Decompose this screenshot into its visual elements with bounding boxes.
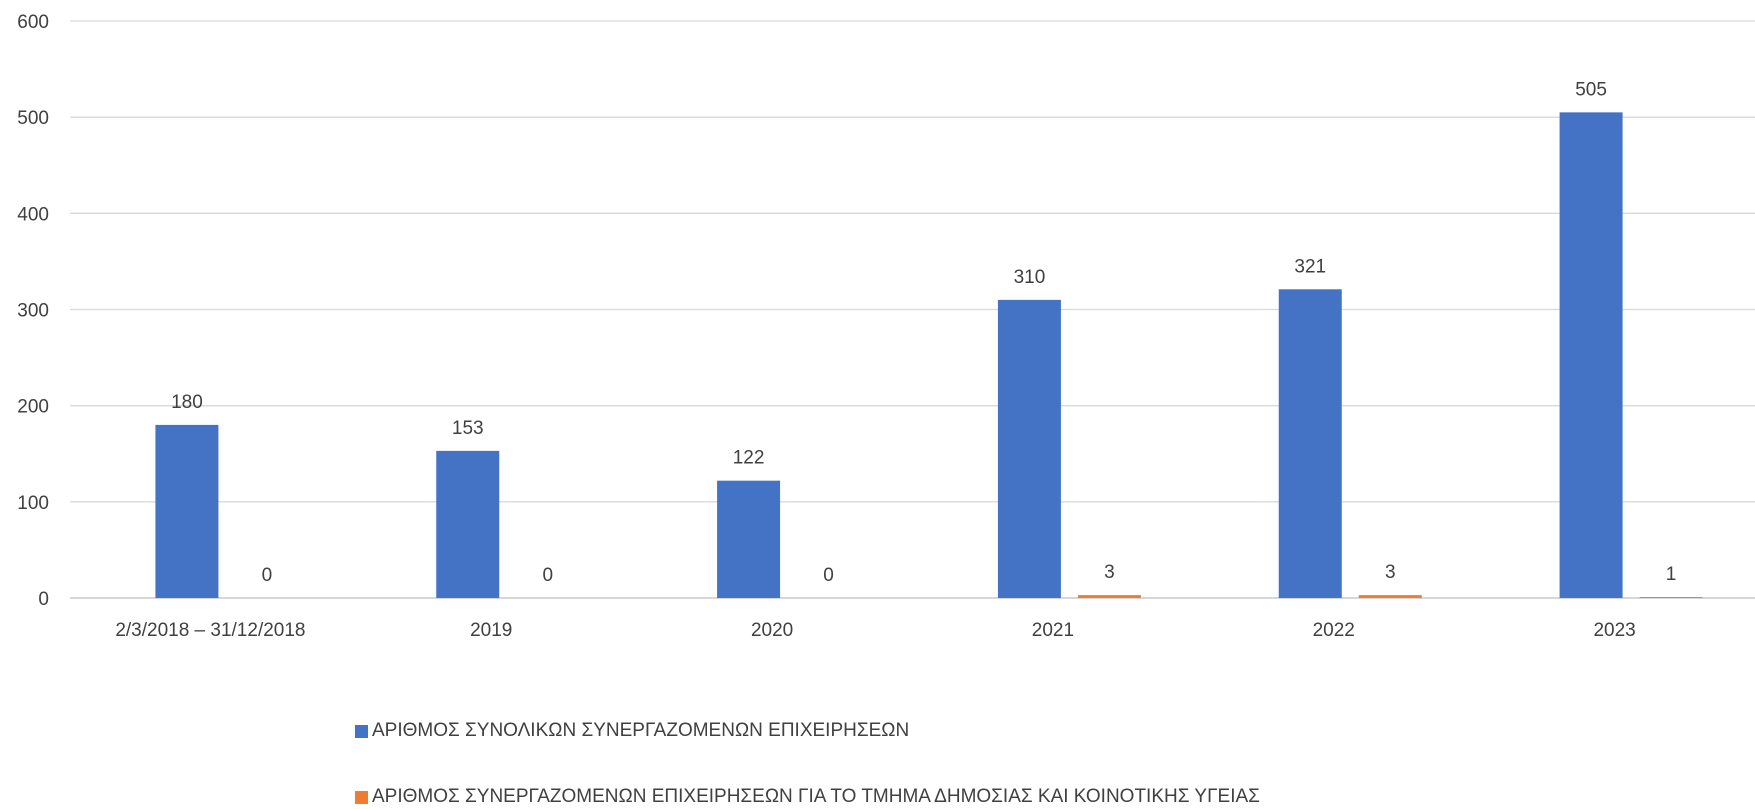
y-axis-ticks: 0 100 200 300 400 500 600 (17, 12, 49, 610)
x-tick-label: 2/3/2018 – 31/12/2018 (115, 620, 305, 641)
legend-item-total: ΑΡΙΘΜΟΣ ΣΥΝΟΛΙΚΩΝ ΣΥΝΕΡΓΑΖΟΜΕΝΩΝ ΕΠΙΧΕΙΡ… (355, 720, 909, 742)
bar-total (717, 480, 781, 598)
gridlines (70, 20, 1755, 599)
x-tick-label: 2020 (751, 620, 793, 641)
x-tick-label: 2023 (1593, 620, 1635, 641)
data-label: 321 (1294, 256, 1326, 277)
x-tick-label: 2021 (1032, 620, 1074, 641)
x-tick-label: 2019 (470, 620, 512, 641)
y-tick-label: 400 (17, 204, 49, 225)
x-tick-label: 2022 (1313, 620, 1355, 641)
y-tick-label: 300 (17, 301, 49, 322)
bar-health (1639, 597, 1703, 598)
x-axis-ticks: 2/3/2018 – 31/12/2018 2019 2020 2021 2022 202… (115, 620, 1635, 641)
legend-label: ΑΡΙΘΜΟΣ ΣΥΝΕΡΓΑΖΟΜΕΝΩΝ ΕΠΙΧΕΙΡΗΣΕΩΝ ΓΙΑ … (372, 786, 1260, 807)
y-tick-label: 0 (38, 589, 49, 610)
bar-total (436, 450, 500, 598)
data-label: 0 (262, 565, 273, 586)
data-label: 0 (823, 565, 834, 586)
data-label: 3 (1104, 562, 1115, 583)
data-label: 122 (733, 448, 765, 469)
y-tick-label: 200 (17, 397, 49, 418)
y-tick-label: 500 (17, 108, 49, 129)
bar-total (1278, 289, 1342, 598)
y-tick-label: 100 (17, 493, 49, 514)
data-label: 180 (171, 392, 203, 413)
bar-health (1358, 595, 1422, 598)
legend-item-health: ΑΡΙΘΜΟΣ ΣΥΝΕΡΓΑΖΟΜΕΝΩΝ ΕΠΙΧΕΙΡΗΣΕΩΝ ΓΙΑ … (355, 786, 1260, 808)
data-label: 505 (1575, 79, 1607, 100)
data-label: 310 (1014, 267, 1046, 288)
legend-swatch-blue (355, 724, 368, 738)
bar-total (997, 299, 1061, 598)
data-label: 1 (1666, 564, 1677, 585)
legend-swatch-orange (355, 790, 368, 804)
bar-health (1077, 595, 1141, 598)
y-tick-label: 600 (17, 12, 49, 33)
bar-total (1559, 112, 1623, 598)
legend-label: ΑΡΙΘΜΟΣ ΣΥΝΟΛΙΚΩΝ ΣΥΝΕΡΓΑΖΟΜΕΝΩΝ ΕΠΙΧΕΙΡ… (372, 720, 910, 741)
data-label: 0 (542, 565, 553, 586)
bar-total (155, 424, 219, 598)
data-labels: 180 153 122 310 321 505 0 0 0 3 3 1 (171, 79, 1676, 586)
data-label: 153 (452, 418, 484, 439)
data-label: 3 (1385, 562, 1396, 583)
bars (155, 112, 1703, 598)
